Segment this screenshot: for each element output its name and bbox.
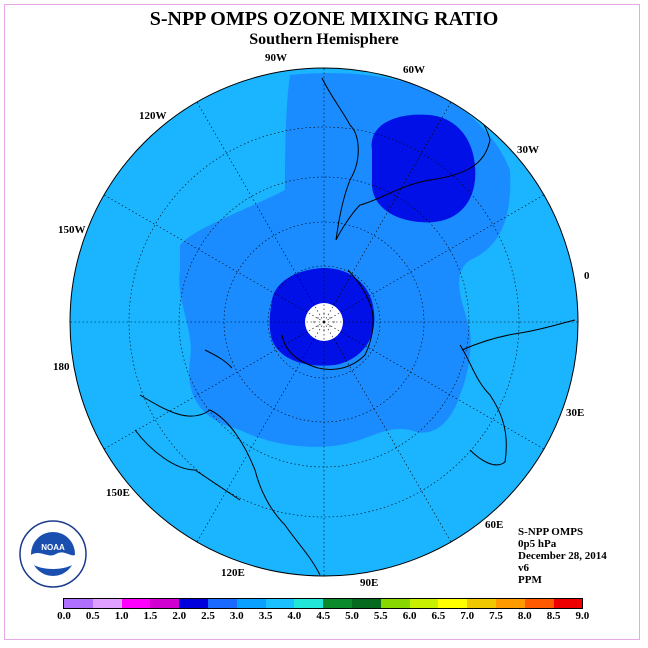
colorbar-segment: [409, 599, 439, 608]
lon-label-120e: 120E: [221, 567, 245, 579]
colorbar-segment: [495, 599, 525, 608]
info-block: S-NPP OMPS 0p5 hPa December 28, 2014 v6 …: [518, 526, 607, 586]
colorbar-tick-label: 5.5: [373, 610, 388, 622]
info-date: December 28, 2014: [518, 550, 607, 562]
colorbar-tick-label: 7.0: [460, 610, 475, 622]
colorbar-segment: [380, 599, 410, 608]
colorbar-segment: [467, 599, 496, 608]
colorbar-tick-label: 4.0: [287, 610, 302, 622]
lon-label-30w: 30W: [517, 144, 539, 156]
colorbar-tick-label: 6.0: [402, 610, 417, 622]
map-boundary: [69, 67, 579, 577]
colorbar-tick-label: 0.5: [85, 610, 100, 622]
colorbar-tick-label: 3.5: [258, 610, 273, 622]
colorbar-tick-label: 3.0: [229, 610, 244, 622]
lon-label-180: 180: [53, 361, 70, 373]
colorbar-tick-label: 0.0: [57, 610, 71, 622]
colorbar-segment: [179, 599, 208, 608]
figure-frame: [4, 4, 640, 640]
colorbar-segment: [323, 599, 352, 608]
colorbar-segment: [236, 599, 266, 608]
colorbar-segment: [351, 599, 381, 608]
map-subtitle: Southern Hemisphere: [249, 31, 399, 48]
colorbar-tick-label: 7.5: [489, 610, 503, 622]
colorbar-segment: [121, 599, 151, 608]
colorbar-tick-label: 9.0: [575, 610, 590, 622]
lon-label-90e: 90E: [360, 577, 378, 589]
lon-label-150w: 150W: [58, 224, 86, 236]
lon-label-60e: 60E: [485, 519, 503, 531]
colorbar-tick-label: 8.0: [517, 610, 532, 622]
colorbar-tick-label: 5.0: [345, 610, 359, 622]
colorbar-tick-label: 6.5: [431, 610, 446, 622]
colorbar-tick-label: 2.5: [201, 610, 215, 622]
info-instrument: S-NPP OMPS: [518, 526, 584, 538]
colorbar-tick-label: 2.0: [172, 610, 187, 622]
longitude-labels: 90W 60W 30W 0 30E 60E 90E 120E 150E 180 …: [53, 52, 590, 589]
colorbar-segment: [524, 599, 554, 608]
colorbar-segment: [294, 599, 324, 608]
colorbar-tick-label: 1.0: [114, 610, 129, 622]
ozone-south-atlantic-patch: [371, 114, 476, 223]
noaa-logo: NOAA: [19, 520, 87, 588]
colorbar-segment: [553, 599, 583, 608]
colorbar-segment: [207, 599, 237, 608]
info-level: 0p5 hPa: [518, 538, 557, 550]
lon-label-90w: 90W: [265, 52, 287, 64]
colorbar-segment: [64, 599, 93, 608]
colorbar-segment: [265, 599, 295, 608]
noaa-logo-text: NOAA: [41, 543, 65, 552]
lon-label-150e: 150E: [106, 487, 130, 499]
info-units: PPM: [518, 574, 542, 586]
lon-label-30e: 30E: [566, 407, 584, 419]
colorbar-segment: [438, 599, 468, 608]
colorbar-segment: [92, 599, 122, 608]
colorbar-tick-label: 1.5: [143, 610, 158, 622]
info-version: v6: [518, 562, 529, 574]
lon-label-0: 0: [584, 270, 590, 282]
colorbar: [63, 598, 584, 609]
lon-label-120w: 120W: [139, 110, 167, 122]
colorbar-tick-label: 4.5: [316, 610, 331, 622]
colorbar-segment: [150, 599, 180, 608]
colorbar-tick-label: 8.5: [546, 610, 561, 622]
lon-label-60w: 60W: [403, 64, 425, 76]
map-title: S-NPP OMPS OZONE MIXING RATIO: [149, 8, 499, 30]
